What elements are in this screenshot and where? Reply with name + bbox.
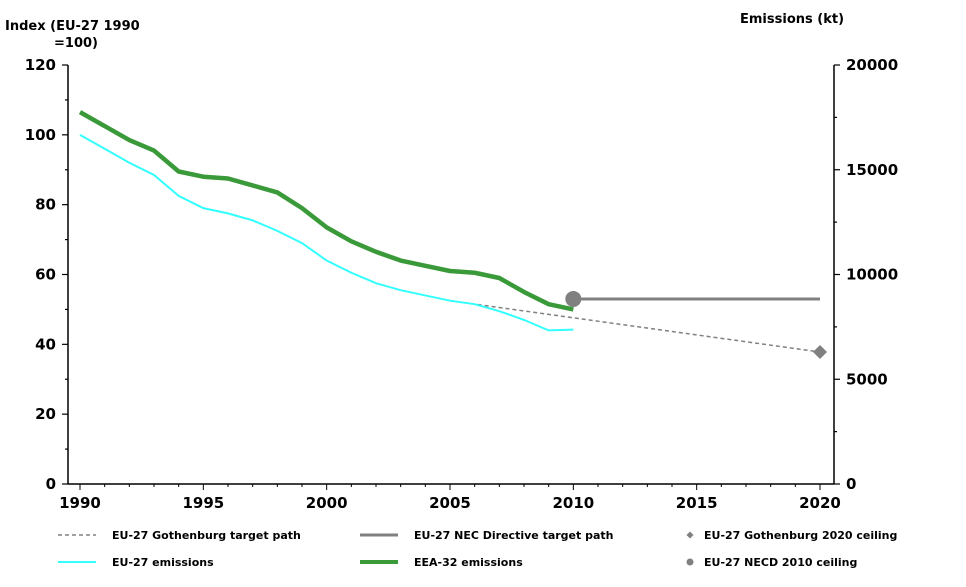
left-tick-label: 60 [35, 266, 56, 284]
eu-27-necd-2010-ceiling-marker [565, 290, 582, 307]
left-axis-title-line2: =100) [54, 36, 98, 51]
right-tick-label: 20000 [846, 56, 898, 74]
left-tick-label: 0 [46, 475, 56, 493]
tick-labels: 0 20 40 60 80 100 120 0 5000 10000 15000 20000 1990 1… [25, 56, 899, 512]
left-tick-label: 120 [25, 56, 56, 74]
eu-27-emissions-line [79, 133, 574, 332]
left-tick-label: 20 [35, 405, 56, 423]
eu-27-gothenburg-2020-ceiling-marker [813, 345, 827, 360]
x-tick-label: 2015 [676, 494, 718, 512]
eu-27-gothenburg-target-path-line [449, 299, 821, 353]
left-tick-label: 40 [35, 335, 56, 353]
x-tick-label: 2000 [306, 494, 348, 512]
eu-27-emissions-legend-label: EU-27 emissions [112, 556, 214, 569]
eu-27-gothenburg-2020-ceiling-legend-swatch [686, 531, 694, 539]
eea-32-emissions-line [78, 110, 574, 312]
legend: EU-27 Gothenburg target path EU-27 NEC Di… [58, 529, 897, 569]
right-tick-label: 5000 [846, 370, 888, 388]
axes [62, 64, 840, 490]
x-tick-label: 2010 [552, 494, 594, 512]
x-tick-label: 2005 [429, 494, 471, 512]
x-tick-label: 1995 [182, 494, 224, 512]
right-tick-label: 10000 [846, 266, 898, 284]
left-tick-label: 100 [25, 126, 56, 144]
eu-27-nec-directive-target-path-legend-label: EU-27 NEC Directive target path [414, 529, 613, 542]
left-axis-title-line1: Index (EU-27 1990 [5, 19, 140, 34]
x-tick-label: 1990 [59, 494, 101, 512]
eea-32-emissions-legend-label: EEA-32 emissions [414, 556, 523, 569]
right-tick-label: 15000 [846, 161, 898, 179]
eu-27-gothenburg-target-path-legend-label: EU-27 Gothenburg target path [112, 529, 301, 542]
left-tick-label: 80 [35, 196, 56, 214]
eu-27-necd-2010-ceiling-legend-swatch [686, 558, 694, 566]
x-tick-label: 2020 [799, 494, 841, 512]
right-axis-title: Emissions (kt) [740, 12, 844, 27]
plot-area [78, 110, 827, 360]
right-tick-label: 0 [846, 475, 856, 493]
eu-27-gothenburg-2020-ceiling-legend-label: EU-27 Gothenburg 2020 ceiling [704, 529, 897, 542]
eu-27-necd-2010-ceiling-legend-label: EU-27 NECD 2010 ceiling [704, 556, 857, 569]
